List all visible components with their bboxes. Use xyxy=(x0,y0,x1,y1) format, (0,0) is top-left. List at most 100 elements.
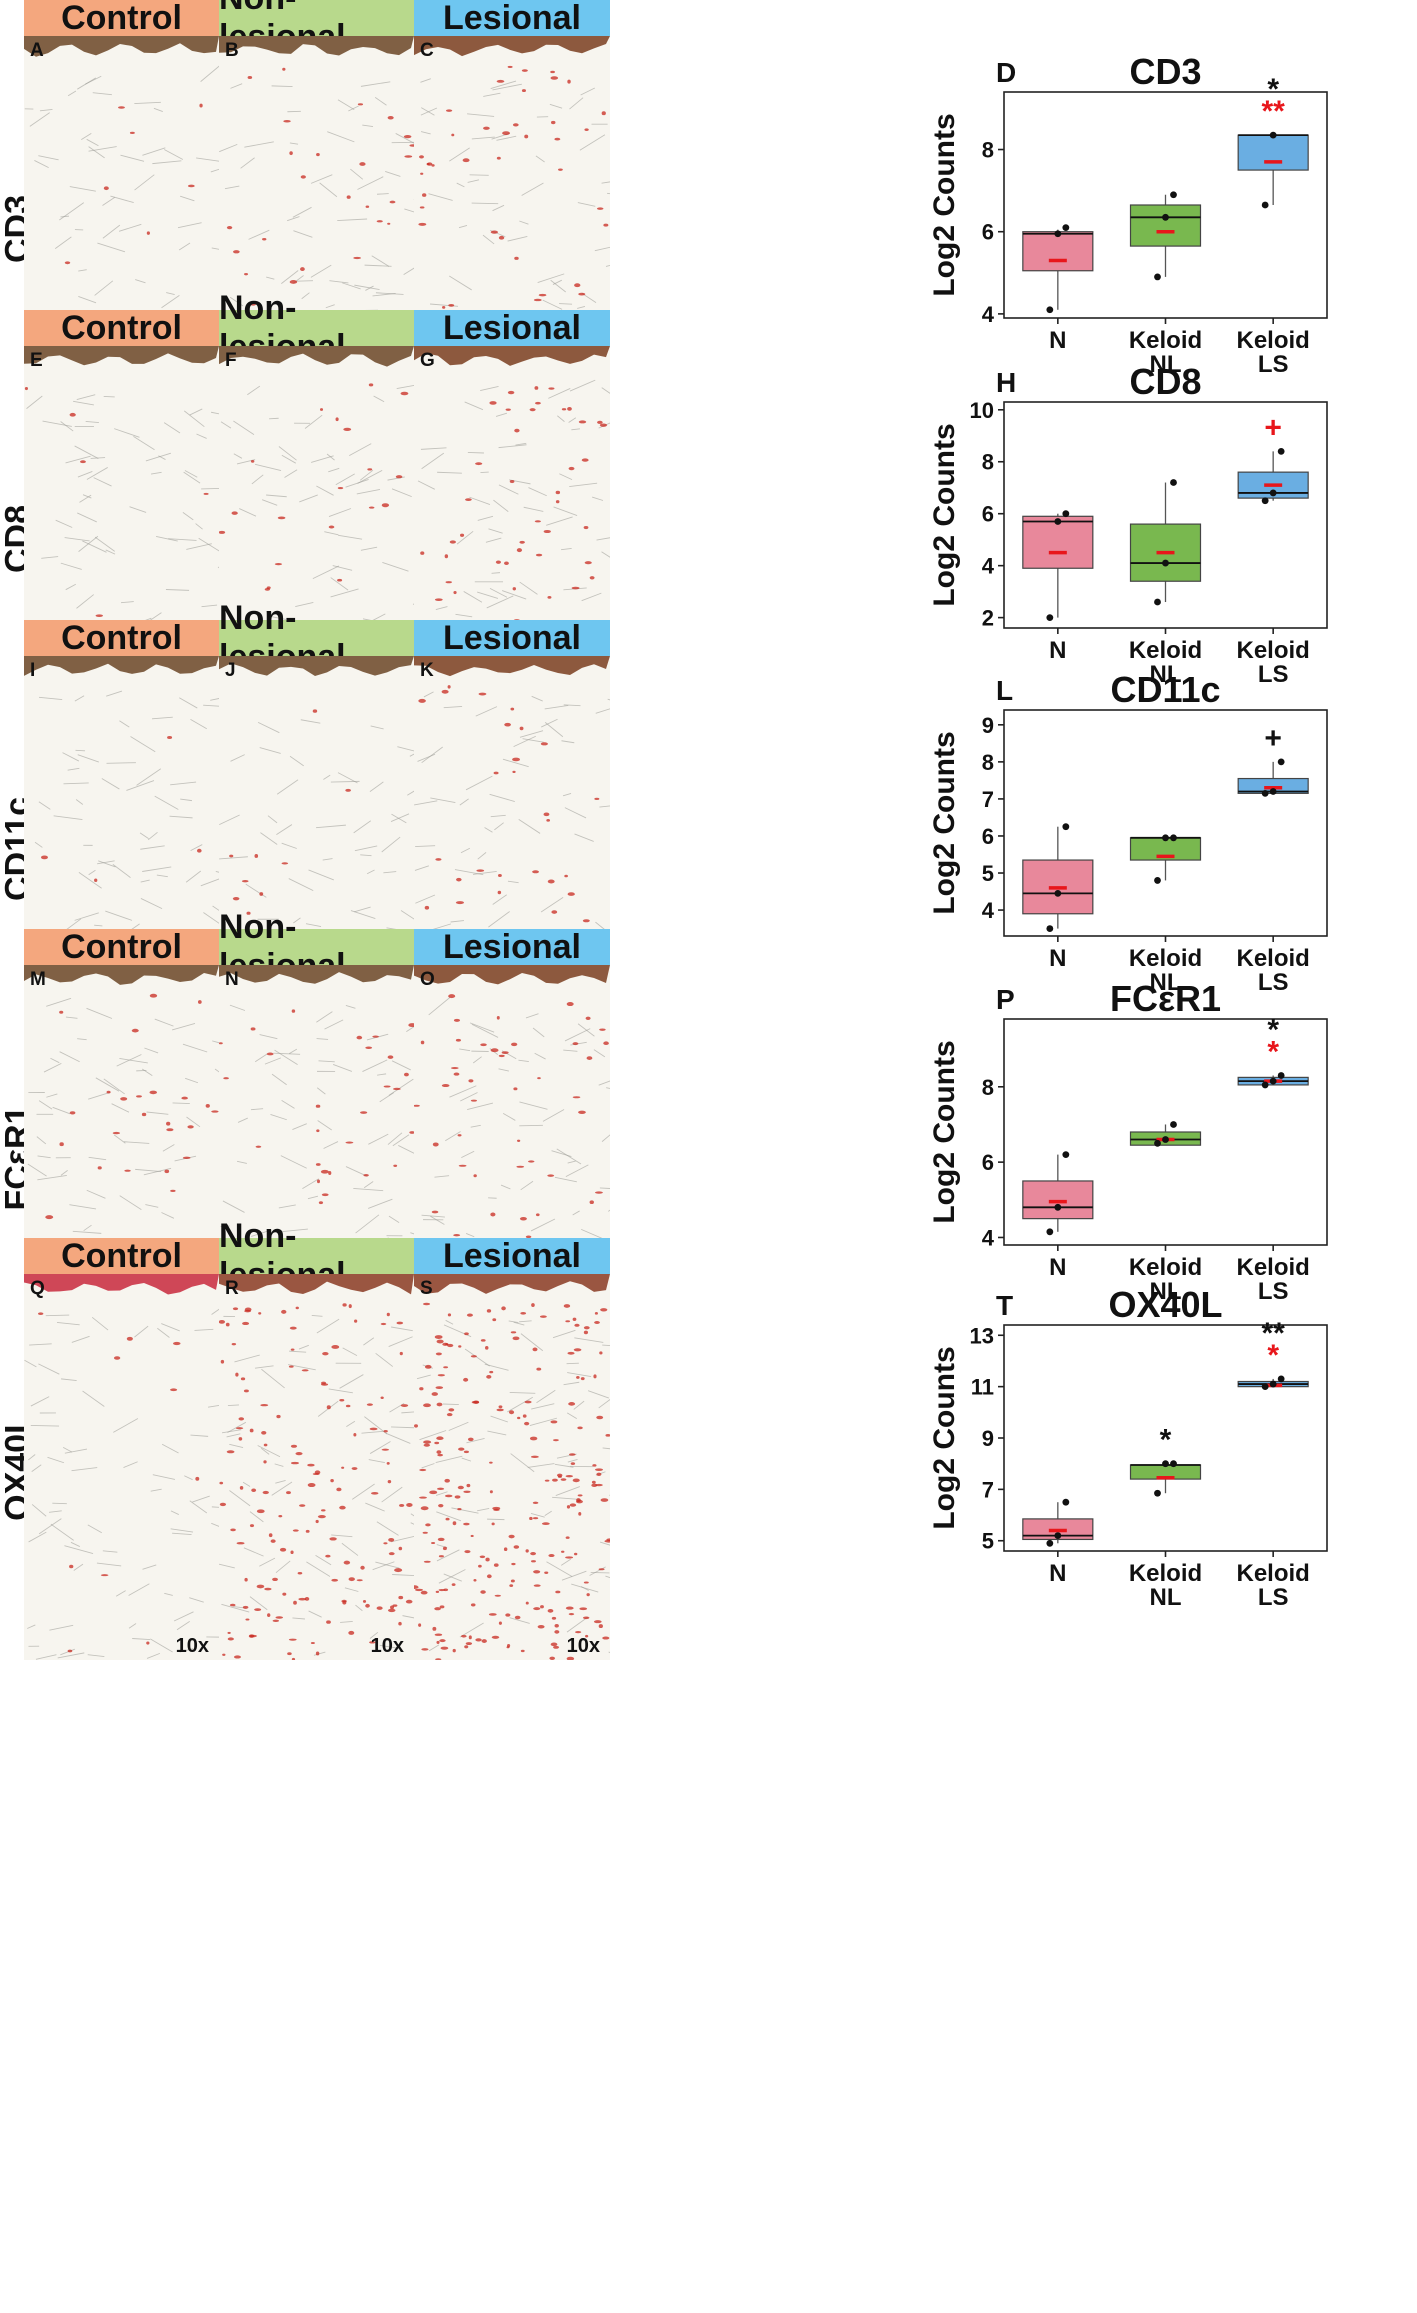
data-point xyxy=(1046,1539,1054,1547)
column-header: Lesional xyxy=(414,0,610,37)
data-point xyxy=(1277,758,1285,766)
panel-letter: M xyxy=(30,969,46,990)
chart-panel-letter: L xyxy=(996,675,1013,706)
column-header: Lesional xyxy=(414,309,610,347)
magnification-label: 10x xyxy=(566,1635,600,1657)
data-point xyxy=(1269,1380,1277,1388)
data-point xyxy=(1170,1121,1177,1128)
data-point xyxy=(1162,1136,1169,1143)
data-point xyxy=(1261,789,1269,797)
x-tick-label: Keloid xyxy=(1236,1254,1309,1281)
y-axis-label: Log2 Counts xyxy=(928,423,961,606)
column-header: Non-lesional xyxy=(219,0,414,56)
histology-panel: R 10x xyxy=(219,1274,414,1660)
y-tick-label: 13 xyxy=(970,1323,994,1348)
x-tick-label: Keloid xyxy=(1129,1254,1202,1281)
y-axis-label: Log2 Counts xyxy=(928,731,961,914)
chart-panel-letter: T xyxy=(996,1290,1013,1321)
chart-title: CD11c xyxy=(1110,669,1220,710)
x-tick-label: NL xyxy=(1150,969,1182,996)
panel-letter: I xyxy=(30,660,36,681)
data-point xyxy=(1046,925,1054,932)
data-point xyxy=(1162,559,1169,567)
x-tick-label: Keloid xyxy=(1236,945,1309,972)
tissue-image xyxy=(414,1274,610,1660)
x-tick-label: NL xyxy=(1150,351,1182,378)
histology-panel: Q 10x xyxy=(24,1274,219,1660)
chart-title: CD3 xyxy=(1129,51,1201,92)
y-tick-label: 5 xyxy=(982,1529,994,1554)
y-tick-label: 4 xyxy=(982,302,995,327)
box xyxy=(1237,134,1309,171)
significance-mark: ** xyxy=(1261,1317,1285,1350)
boxplot-chart: T OX40L Log2 Counts 5 7 9 11 13 N Keloid NL Keloid L… xyxy=(928,1284,1410,1703)
data-point xyxy=(1154,598,1161,606)
data-point xyxy=(1154,273,1161,281)
x-tick-label: NL xyxy=(1150,661,1182,688)
box xyxy=(1129,204,1202,247)
data-point xyxy=(1046,614,1054,622)
data-point xyxy=(1269,489,1277,497)
significance-mark: + xyxy=(1264,722,1282,755)
data-point xyxy=(1062,1498,1070,1506)
panel-letter: N xyxy=(225,969,239,990)
significance-mark: * xyxy=(1267,1339,1279,1372)
data-point xyxy=(1170,1460,1177,1468)
histology-panel: S 10x xyxy=(414,1274,610,1660)
chart-panel-letter: P xyxy=(996,984,1015,1015)
y-tick-label: 4 xyxy=(982,554,995,579)
panel-letter: Q xyxy=(30,1278,45,1299)
x-tick-label: LS xyxy=(1258,351,1289,378)
data-point xyxy=(1154,877,1161,884)
x-tick-label: Keloid xyxy=(1129,1560,1202,1587)
x-tick-label: Keloid xyxy=(1236,327,1309,354)
x-tick-label: Keloid xyxy=(1236,1560,1309,1587)
y-tick-label: 9 xyxy=(982,713,994,738)
magnification-label: 10x xyxy=(370,1635,404,1657)
data-point xyxy=(1170,191,1177,199)
y-tick-label: 6 xyxy=(982,824,994,849)
panel-letter: R xyxy=(225,1278,239,1299)
chart-title: CD8 xyxy=(1129,361,1201,402)
x-tick-label: N xyxy=(1049,637,1066,664)
data-point xyxy=(1277,1375,1285,1383)
y-tick-label: 10 xyxy=(970,398,994,423)
chart-panel-letter: D xyxy=(996,57,1016,88)
x-tick-label: NL xyxy=(1150,1584,1182,1611)
significance-mark: * xyxy=(1267,1036,1279,1069)
x-tick-label: N xyxy=(1049,1254,1066,1281)
y-tick-label: 8 xyxy=(982,1075,994,1100)
y-tick-label: 11 xyxy=(971,1375,994,1400)
data-point xyxy=(1054,889,1062,897)
figure-row: OX40L Control Q 10x Non-lesionalR 10x Lesional… xyxy=(0,1217,1417,1660)
data-point xyxy=(1261,1081,1269,1089)
x-tick-label: LS xyxy=(1258,1278,1289,1305)
data-point xyxy=(1277,1072,1285,1079)
box xyxy=(1022,515,1094,569)
y-tick-label: 6 xyxy=(982,220,994,245)
y-tick-label: 8 xyxy=(982,450,994,475)
x-tick-label: Keloid xyxy=(1236,637,1309,664)
data-point xyxy=(1269,1077,1277,1085)
y-tick-label: 2 xyxy=(982,606,994,631)
boxplot-chart: D CD3 Log2 Counts 4 6 8 N Keloid NL Keloid LS * ** xyxy=(928,51,1410,470)
column-header: Lesional xyxy=(414,619,610,657)
panel-letter: E xyxy=(30,350,43,371)
panel-letter: G xyxy=(420,350,435,371)
data-point xyxy=(1162,213,1169,221)
column-header: Non-lesional xyxy=(219,599,414,676)
column-header: Lesional xyxy=(414,928,610,966)
data-point xyxy=(1062,510,1070,518)
y-tick-label: 6 xyxy=(982,1150,994,1175)
data-point xyxy=(1046,1228,1054,1236)
data-point xyxy=(1046,306,1054,314)
data-point xyxy=(1062,823,1070,831)
chart-panel-letter: H xyxy=(996,367,1016,398)
significance-mark: * xyxy=(1160,1424,1172,1457)
y-tick-label: 4 xyxy=(982,898,995,923)
y-tick-label: 6 xyxy=(982,502,994,527)
significance-mark: * xyxy=(1267,1014,1279,1047)
data-point xyxy=(1269,131,1277,139)
magnification-label: 10x xyxy=(175,1635,209,1657)
data-point xyxy=(1162,1460,1169,1468)
